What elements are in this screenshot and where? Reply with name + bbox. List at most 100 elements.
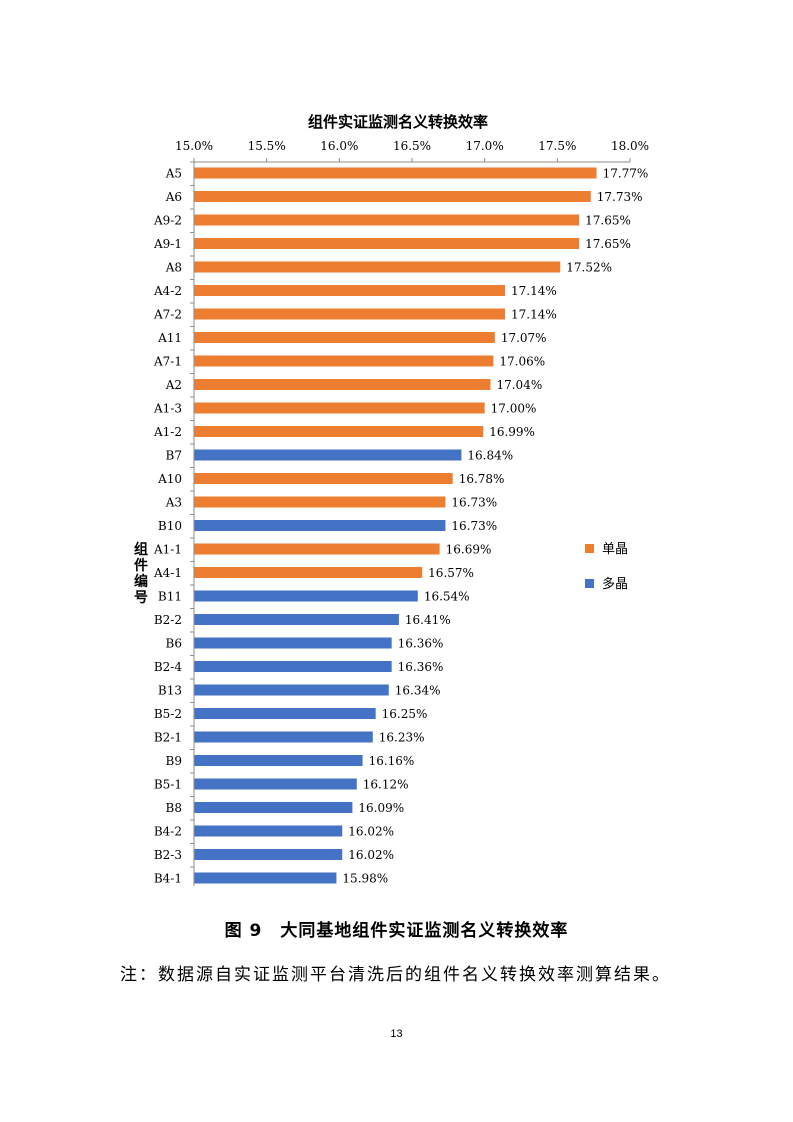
data-label: 17.14% [511, 308, 557, 322]
data-label: 16.57% [428, 566, 474, 580]
x-tick-label: 16.0% [320, 139, 358, 153]
bar [194, 684, 389, 696]
data-label: 16.41% [405, 613, 451, 627]
bar [194, 191, 591, 202]
category-label: A9-2 [153, 214, 182, 228]
bar [194, 802, 353, 813]
category-label: B2-4 [154, 660, 183, 674]
category-label: A6 [165, 190, 182, 204]
data-label: 16.12% [363, 778, 409, 792]
bar [194, 614, 399, 625]
category-label: A7-1 [153, 355, 182, 369]
category-label: A1-2 [153, 425, 182, 439]
bar [194, 543, 440, 555]
bar [194, 637, 392, 649]
category-label: B10 [158, 519, 182, 533]
data-label: 16.69% [446, 543, 492, 557]
category-label: A5 [165, 167, 182, 181]
figure-caption: 图 9 大同基地组件实证监测名义转换效率 [224, 921, 569, 941]
category-label: A4-1 [153, 566, 182, 580]
legend-label: 多晶 [602, 576, 628, 592]
data-label: 16.99% [489, 425, 535, 439]
data-label: 16.02% [348, 825, 394, 839]
category-label: A9-1 [153, 237, 182, 251]
legend-swatch [585, 579, 594, 588]
data-label: 16.73% [451, 496, 497, 510]
bar [194, 473, 453, 484]
data-label: 17.65% [585, 237, 631, 251]
y-axis-label-char: 组 [134, 541, 148, 558]
bar [194, 308, 506, 320]
data-label: 16.16% [369, 754, 415, 768]
category-label: B9 [166, 754, 182, 768]
bar [194, 355, 494, 367]
data-label: 17.06% [499, 355, 545, 369]
bar [194, 402, 485, 414]
legend-swatch [585, 544, 594, 553]
bar [194, 708, 376, 719]
category-label: A4-2 [153, 284, 182, 298]
data-label: 17.04% [496, 378, 542, 392]
category-label: A1-1 [153, 543, 182, 557]
data-label: 16.23% [379, 731, 425, 745]
data-label: 16.25% [382, 707, 428, 721]
category-label: A11 [157, 331, 182, 345]
data-label: 17.73% [597, 190, 643, 204]
bar [194, 872, 337, 884]
y-axis-label-char: 编 [134, 573, 148, 590]
bar [194, 520, 446, 531]
x-tick-label: 17.5% [538, 139, 576, 153]
bar [194, 661, 392, 672]
x-tick-label: 15.0% [175, 139, 213, 153]
category-label: B2-2 [154, 613, 182, 627]
bar [194, 590, 418, 602]
bar [194, 238, 580, 249]
bar [194, 426, 484, 437]
data-label: 16.34% [395, 684, 441, 698]
bar [194, 332, 495, 343]
category-label: B11 [158, 590, 182, 604]
chart-title: 组件实证监测名义转换效率 [308, 113, 488, 131]
bar [194, 496, 446, 508]
bar [194, 567, 423, 578]
x-axis: 15.0% 15.5% 16.0% 16.5% 17.0% 17.5% 18.0% [175, 139, 649, 886]
page-number: 13 [390, 1028, 403, 1040]
category-label: B4-2 [154, 825, 182, 839]
category-label: B6 [166, 637, 182, 651]
data-label: 17.07% [501, 331, 547, 345]
data-label: 16.78% [459, 472, 505, 486]
data-label: 17.65% [585, 214, 631, 228]
category-label: B7 [166, 449, 182, 463]
bar [194, 449, 462, 461]
data-label: 17.52% [566, 261, 612, 275]
category-label: B13 [158, 684, 182, 698]
data-label: 16.09% [358, 801, 404, 815]
legend-label: 单晶 [602, 542, 628, 557]
bars: A5 17.77% A6 17.73% A9-2 17.65% A9-1 17.65% A8 17… [153, 167, 648, 886]
data-label: 17.00% [491, 402, 537, 416]
x-tick-label: 15.5% [248, 139, 286, 153]
data-label: 16.84% [467, 449, 513, 463]
bar [194, 755, 363, 766]
category-label: B2-1 [154, 731, 182, 745]
category-label: A3 [165, 496, 182, 510]
category-label: A10 [157, 472, 182, 486]
bar [194, 261, 561, 273]
x-tick-label: 16.5% [393, 139, 431, 153]
bar [194, 285, 506, 296]
bar [194, 825, 343, 837]
data-label: 16.54% [424, 590, 470, 604]
bar [194, 849, 343, 860]
x-tick-label: 18.0% [611, 139, 649, 153]
category-label: B4-1 [154, 872, 182, 886]
category-label: A8 [165, 261, 182, 275]
data-label: 16.36% [398, 660, 444, 674]
bar [194, 167, 597, 179]
figure-note: 注：数据源自实证监测平台清洗后的组件名义转换效率测算结果。 [120, 965, 671, 985]
category-label: A7-2 [153, 308, 182, 322]
category-label: B5-1 [154, 778, 182, 792]
y-axis-label-char: 号 [134, 590, 148, 606]
